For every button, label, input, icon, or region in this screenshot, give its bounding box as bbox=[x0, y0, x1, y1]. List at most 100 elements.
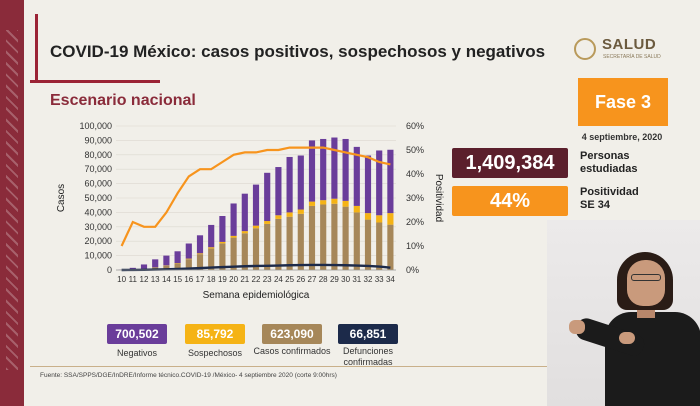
x-tick-label: 30 bbox=[341, 275, 350, 284]
bar-segment bbox=[196, 253, 204, 255]
bar-segment bbox=[219, 241, 226, 244]
bar-segment bbox=[174, 263, 181, 270]
logo-text: SALUD bbox=[602, 36, 657, 53]
bar-segment bbox=[331, 137, 338, 199]
glasses-icon bbox=[631, 274, 661, 281]
bar-segment bbox=[219, 216, 226, 242]
salud-logo: SALUD SECRETARÍA DE SALUD bbox=[574, 36, 684, 66]
bar-segment bbox=[364, 155, 372, 214]
bar-segment bbox=[174, 251, 181, 264]
x-tick-label: 27 bbox=[308, 275, 317, 284]
bar-segment bbox=[353, 205, 360, 213]
bar-segment bbox=[376, 222, 383, 270]
bar-segment bbox=[308, 205, 316, 270]
bar-segment bbox=[241, 233, 248, 270]
bar-segment bbox=[364, 219, 372, 270]
y-tick-label: 70,000 bbox=[84, 164, 112, 174]
bar-segment bbox=[320, 200, 327, 205]
interpreter-hand-right bbox=[619, 332, 635, 344]
y2-tick-label: 0% bbox=[406, 265, 419, 275]
source-note: Fuente: SSA/SPPS/DGE/InDRE/Informe técni… bbox=[40, 372, 337, 379]
bar-segment bbox=[331, 203, 338, 270]
bar-segment bbox=[353, 212, 360, 270]
bar-segment bbox=[140, 264, 148, 269]
interpreter-face bbox=[627, 260, 665, 306]
bar-segment bbox=[252, 228, 260, 270]
left-decorative-bar bbox=[0, 0, 24, 406]
bar-segment bbox=[342, 200, 349, 207]
phase-badge: Fase 3 bbox=[578, 78, 668, 126]
y-tick-label: 50,000 bbox=[84, 193, 112, 203]
bar-segment bbox=[364, 213, 372, 220]
bar-segment bbox=[275, 215, 282, 219]
bar-segment bbox=[342, 138, 349, 201]
x-axis-label: Semana epidemiológica bbox=[203, 290, 310, 301]
report-date: 4 septiembre, 2020 bbox=[581, 132, 663, 142]
x-tick-label: 24 bbox=[274, 275, 283, 284]
x-tick-label: 15 bbox=[173, 275, 182, 284]
bar-segment bbox=[208, 248, 215, 270]
bar-segment bbox=[320, 204, 327, 270]
bar-segment bbox=[252, 225, 260, 229]
y-axis-label: Casos bbox=[56, 184, 67, 212]
page-subtitle: Escenario nacional bbox=[50, 92, 196, 109]
x-tick-label: 31 bbox=[352, 275, 361, 284]
x-tick-label: 25 bbox=[285, 275, 294, 284]
bar-segment bbox=[185, 258, 192, 260]
bar-segment bbox=[163, 265, 170, 270]
x-tick-label: 18 bbox=[207, 275, 216, 284]
legend-negatives-value: 700,502 bbox=[107, 324, 167, 344]
y-tick-label: 40,000 bbox=[84, 207, 112, 217]
legend-negatives-label: Negativos bbox=[116, 348, 158, 358]
accent-line-horizontal bbox=[30, 80, 160, 83]
bar-segment bbox=[185, 259, 192, 270]
x-tick-label: 10 bbox=[117, 275, 126, 284]
x-tick-label: 17 bbox=[196, 275, 205, 284]
y-tick-label: 80,000 bbox=[84, 150, 112, 160]
bar-segment bbox=[387, 224, 394, 270]
y2-tick-label: 10% bbox=[406, 241, 424, 251]
x-tick-label: 29 bbox=[330, 275, 339, 284]
bar-segment bbox=[230, 237, 237, 270]
legend-confirmed-value: 623,090 bbox=[262, 324, 322, 344]
accent-line-vertical bbox=[35, 14, 38, 82]
bar-segment bbox=[264, 221, 271, 224]
bar-segment bbox=[264, 223, 271, 270]
bar-segment bbox=[196, 254, 204, 270]
bar-segment bbox=[264, 172, 271, 222]
y2-axis-label: Positividad bbox=[433, 174, 444, 222]
x-tick-label: 12 bbox=[140, 275, 149, 284]
bar-segment bbox=[353, 146, 360, 206]
bar-segment bbox=[230, 203, 237, 236]
bar-segment bbox=[208, 224, 215, 248]
bar-segment bbox=[342, 206, 349, 270]
y-tick-label: 10,000 bbox=[84, 251, 112, 261]
bar-segment bbox=[241, 193, 248, 232]
bar-segment bbox=[152, 259, 159, 268]
bar-segment bbox=[252, 184, 260, 226]
x-tick-label: 26 bbox=[296, 275, 305, 284]
page-title: COVID-19 México: casos positivos, sospec… bbox=[50, 42, 546, 61]
ornament-pattern bbox=[6, 30, 18, 370]
x-tick-label: 23 bbox=[263, 275, 272, 284]
stat-persons-studied-value: 1,409,384 bbox=[452, 148, 568, 178]
stat-positivity-label: Positividad SE 34 bbox=[580, 186, 639, 211]
y-tick-label: 20,000 bbox=[84, 236, 112, 246]
x-tick-label: 16 bbox=[184, 275, 193, 284]
sign-language-interpreter-video bbox=[547, 220, 700, 406]
y-tick-label: 60,000 bbox=[84, 179, 112, 189]
bar-segment bbox=[308, 140, 316, 202]
bar-segment bbox=[275, 218, 282, 270]
bar-segment bbox=[286, 212, 293, 217]
bar-segment bbox=[219, 243, 226, 270]
x-tick-label: 11 bbox=[129, 275, 138, 284]
x-tick-label: 32 bbox=[364, 275, 373, 284]
y2-tick-label: 50% bbox=[406, 145, 424, 155]
y-tick-label: 100,000 bbox=[79, 121, 112, 131]
x-tick-label: 14 bbox=[162, 275, 171, 284]
y2-tick-label: 20% bbox=[406, 217, 424, 227]
bar-segment bbox=[376, 150, 383, 216]
x-tick-label: 21 bbox=[240, 275, 249, 284]
y-tick-label: 90,000 bbox=[84, 135, 112, 145]
